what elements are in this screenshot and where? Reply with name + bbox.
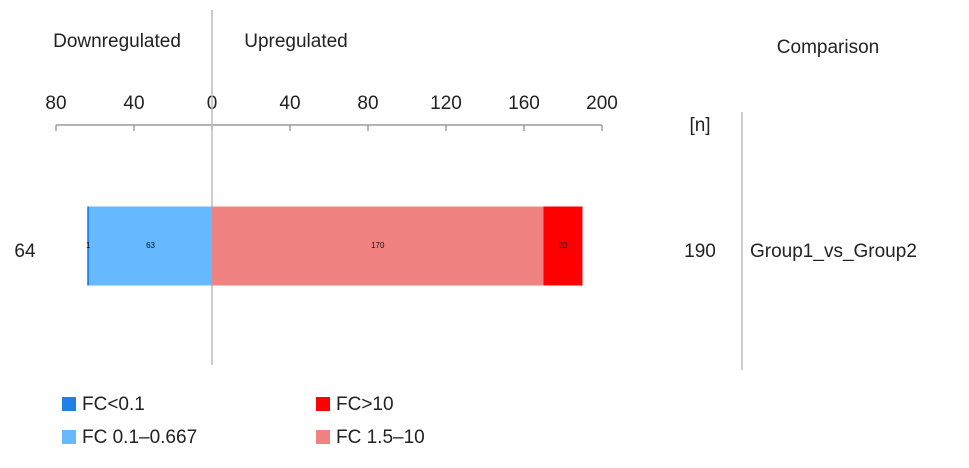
legend-swatch	[316, 430, 330, 444]
data-label: 1	[86, 241, 91, 250]
legend-label: FC 1.5–10	[336, 427, 425, 448]
x-tick-label: 40	[279, 93, 300, 114]
legend-swatch	[62, 430, 76, 444]
data-label: 170	[371, 241, 385, 250]
comparison-heading: Comparison	[777, 37, 879, 58]
left-heading: Downregulated	[53, 31, 181, 52]
bar-segment	[212, 206, 544, 286]
legend-swatch	[316, 397, 330, 411]
up-total: 190	[684, 241, 716, 262]
legend-label: FC>10	[336, 394, 394, 415]
legend-swatch	[62, 397, 76, 411]
bar-segment	[543, 206, 583, 286]
bar-segment	[89, 206, 212, 286]
legend-label: FC 0.1–0.667	[82, 427, 197, 448]
x-tick-label: 120	[430, 93, 462, 114]
x-tick-label: 160	[508, 93, 540, 114]
x-tick-label: 80	[357, 93, 378, 114]
count-heading: [n]	[689, 115, 710, 136]
bar-segment	[87, 206, 90, 286]
data-label: 20	[559, 241, 568, 250]
down-total: 64	[14, 241, 36, 262]
x-tick-label: 80	[45, 93, 66, 114]
legend-label: FC<0.1	[82, 394, 145, 415]
x-tick-label: 40	[123, 93, 144, 114]
category-label: Group1_vs_Group2	[750, 241, 917, 262]
right-heading: Upregulated	[244, 31, 348, 52]
data-label: 63	[146, 241, 155, 250]
x-tick-label: 200	[586, 93, 618, 114]
